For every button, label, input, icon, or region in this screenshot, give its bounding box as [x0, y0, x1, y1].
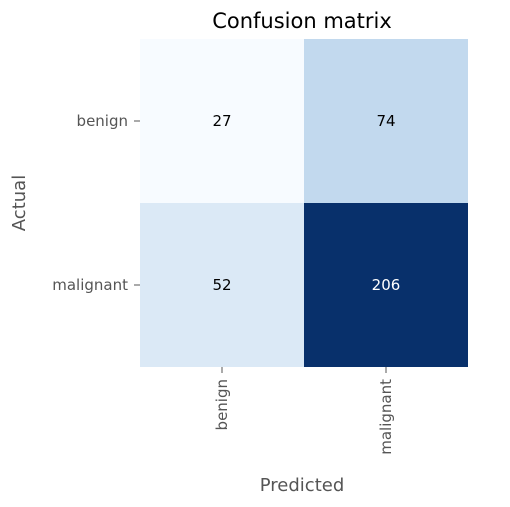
- cell-value-1-1: 206: [372, 276, 401, 294]
- x-axis-label: Predicted: [260, 475, 345, 496]
- heatmap-cell-1-0: [140, 203, 304, 367]
- y-axis-ticks: benign malignant: [52, 112, 140, 294]
- cell-value-0-0: 27: [212, 112, 231, 130]
- y-tick-label-0: benign: [77, 112, 128, 130]
- cell-value-1-0: 52: [212, 276, 231, 294]
- x-tick-label-1: malignant: [377, 379, 395, 455]
- heatmap-cell-0-0: [140, 39, 304, 203]
- x-tick-label-0: benign: [213, 379, 231, 430]
- cell-value-0-1: 74: [376, 112, 395, 130]
- heatmap-cell-1-1: [304, 203, 468, 367]
- heatmap-cell-0-1: [304, 39, 468, 203]
- y-tick-label-1: malignant: [52, 276, 128, 294]
- heatmap-cells: [140, 39, 468, 367]
- chart-title: Confusion matrix: [212, 9, 392, 33]
- y-axis-label: Actual: [9, 175, 30, 231]
- x-axis-ticks: benign malignant: [213, 367, 395, 455]
- cell-value-labels: 27 74 52 206: [212, 112, 400, 294]
